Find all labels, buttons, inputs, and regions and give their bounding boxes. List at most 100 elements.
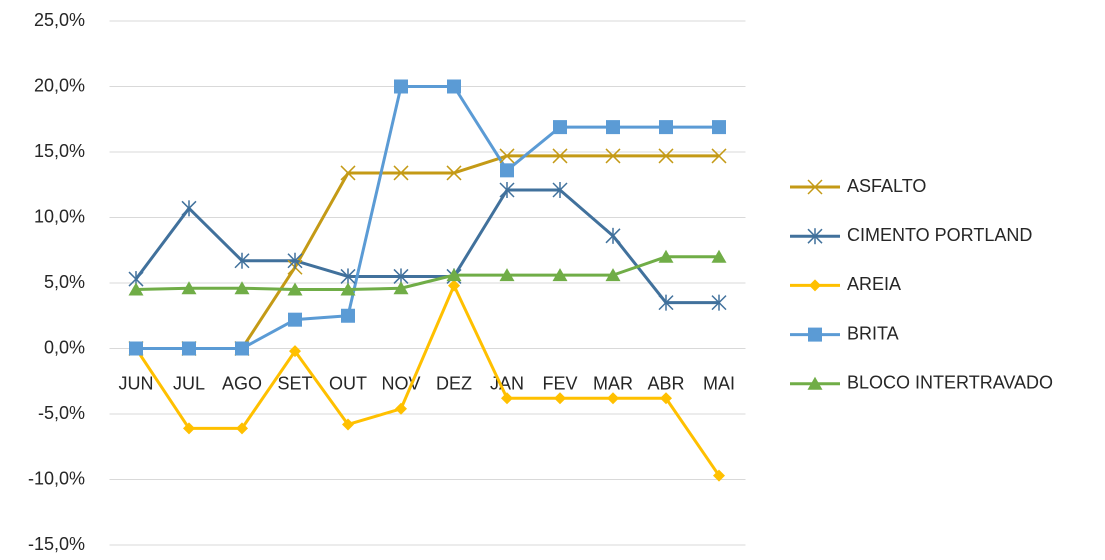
marker-stroke bbox=[552, 148, 568, 164]
marker bbox=[499, 181, 515, 198]
marker bbox=[499, 268, 515, 282]
marker bbox=[807, 179, 823, 195]
marker-shape bbox=[501, 392, 513, 405]
marker-shape bbox=[712, 120, 726, 135]
marker bbox=[340, 268, 356, 285]
marker bbox=[711, 294, 727, 311]
marker bbox=[712, 120, 726, 135]
x-tick-label: DEZ bbox=[436, 373, 472, 393]
marker-shape bbox=[809, 279, 821, 292]
marker bbox=[606, 120, 620, 135]
marker-stroke bbox=[340, 165, 356, 181]
marker bbox=[658, 294, 674, 311]
marker bbox=[553, 120, 567, 135]
legend-entry: CIMENTO PORTLAND bbox=[790, 225, 1032, 245]
marker-shape bbox=[552, 268, 568, 282]
marker-shape bbox=[499, 268, 515, 282]
series-line bbox=[136, 154, 719, 350]
x-tick-label: OUT bbox=[329, 373, 367, 393]
marker bbox=[446, 165, 462, 181]
marker bbox=[808, 327, 822, 342]
marker bbox=[659, 120, 673, 135]
marker-shape bbox=[341, 308, 355, 323]
marker bbox=[658, 249, 674, 263]
series-line bbox=[134, 188, 719, 305]
marker bbox=[711, 249, 727, 263]
marker-shape bbox=[711, 249, 727, 263]
marker-shape bbox=[658, 249, 674, 263]
y-tick-label: 15,0% bbox=[34, 141, 85, 161]
marker bbox=[183, 422, 195, 435]
marker bbox=[181, 200, 197, 217]
marker bbox=[448, 279, 460, 292]
marker bbox=[605, 227, 621, 244]
y-tick-label: 20,0% bbox=[34, 75, 85, 95]
marker bbox=[607, 392, 619, 405]
legend-entry: BRITA bbox=[790, 323, 899, 343]
marker bbox=[447, 79, 461, 94]
marker-stroke bbox=[499, 148, 515, 164]
marker-shape bbox=[500, 163, 514, 178]
y-tick-label: 10,0% bbox=[34, 206, 85, 226]
series-line bbox=[135, 255, 719, 292]
marker bbox=[552, 268, 568, 282]
marker-shape bbox=[288, 312, 302, 327]
marker bbox=[288, 312, 302, 327]
marker-shape bbox=[446, 268, 462, 282]
y-tick-label: -15,0% bbox=[28, 534, 85, 554]
marker-stroke bbox=[446, 165, 462, 181]
legend-entry: AREIA bbox=[790, 274, 901, 294]
marker-shape bbox=[447, 79, 461, 94]
marker bbox=[234, 252, 250, 269]
marker bbox=[605, 148, 621, 164]
marker bbox=[807, 228, 823, 245]
marker-shape bbox=[289, 345, 301, 358]
marker-shape bbox=[340, 282, 356, 296]
marker bbox=[129, 341, 143, 356]
marker bbox=[499, 148, 515, 164]
y-tick-label: 25,0% bbox=[34, 10, 85, 30]
marker bbox=[181, 281, 197, 295]
legend-entry: BLOCO INTERTRAVADO bbox=[790, 373, 1053, 393]
marker bbox=[236, 422, 248, 435]
marker bbox=[393, 165, 409, 181]
marker bbox=[658, 148, 674, 164]
legend-label: BRITA bbox=[847, 323, 899, 343]
marker bbox=[341, 308, 355, 323]
marker bbox=[182, 341, 196, 356]
marker bbox=[807, 376, 823, 390]
x-tick-label: SET bbox=[277, 373, 312, 393]
marker bbox=[342, 418, 354, 431]
marker-shape bbox=[287, 282, 303, 296]
marker bbox=[340, 282, 356, 296]
marker bbox=[340, 165, 356, 181]
marker-stroke bbox=[658, 148, 674, 164]
marker bbox=[395, 402, 407, 415]
x-tick-label: ABR bbox=[647, 373, 684, 393]
marker-shape bbox=[236, 422, 248, 435]
marker-shape bbox=[128, 282, 144, 296]
marker-shape bbox=[393, 281, 409, 295]
x-tick-label: FEV bbox=[542, 373, 577, 393]
marker bbox=[552, 148, 568, 164]
marker-shape bbox=[235, 341, 249, 356]
marker-shape bbox=[607, 392, 619, 405]
marker-shape bbox=[183, 422, 195, 435]
marker bbox=[394, 79, 408, 94]
marker-stroke bbox=[711, 148, 727, 164]
marker-shape bbox=[554, 392, 566, 405]
marker bbox=[287, 252, 303, 269]
marker-shape bbox=[448, 279, 460, 292]
marker bbox=[605, 268, 621, 282]
marker bbox=[289, 345, 301, 358]
legend-label: ASFALTO bbox=[847, 176, 926, 196]
marker-shape bbox=[394, 79, 408, 94]
marker-shape bbox=[181, 281, 197, 295]
marker-shape bbox=[808, 327, 822, 342]
x-tick-label: JUL bbox=[173, 373, 205, 393]
legend-label: AREIA bbox=[847, 274, 901, 294]
series-line bbox=[136, 85, 719, 350]
x-tick-label: MAI bbox=[703, 373, 735, 393]
y-tick-label: 0,0% bbox=[44, 337, 85, 357]
